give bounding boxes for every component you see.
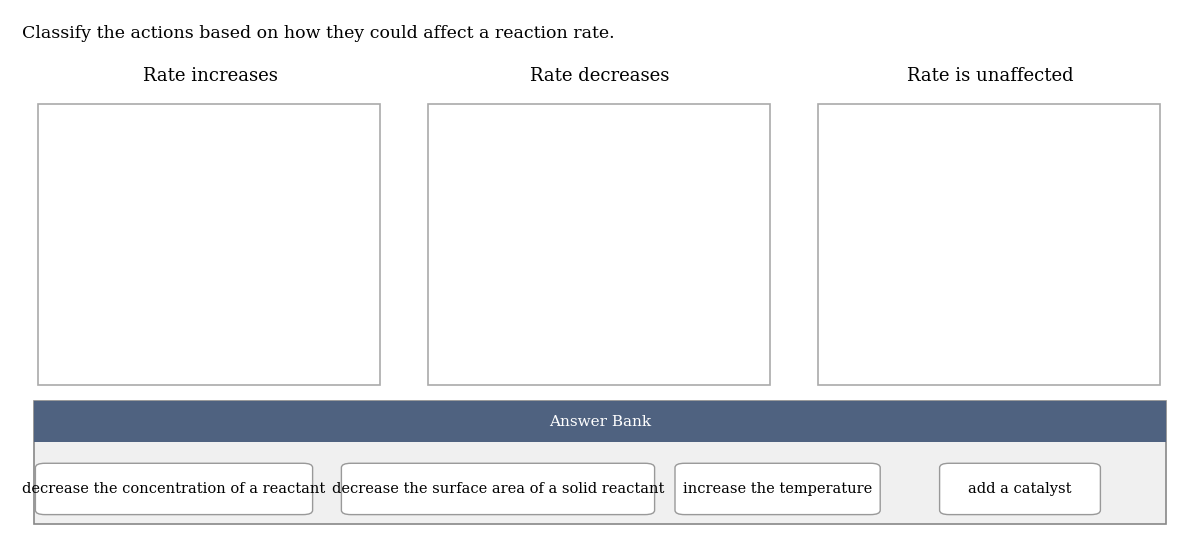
- Text: Answer Bank: Answer Bank: [548, 415, 652, 429]
- FancyBboxPatch shape: [341, 463, 655, 514]
- Text: Classify the actions based on how they could affect a reaction rate.: Classify the actions based on how they c…: [22, 25, 614, 41]
- FancyBboxPatch shape: [940, 463, 1100, 514]
- Text: add a catalyst: add a catalyst: [968, 482, 1072, 496]
- Text: decrease the surface area of a solid reactant: decrease the surface area of a solid rea…: [332, 482, 664, 496]
- Bar: [38, 104, 380, 385]
- Text: Rate is unaffected: Rate is unaffected: [907, 67, 1073, 85]
- Text: increase the temperature: increase the temperature: [683, 482, 872, 496]
- Bar: [34, 401, 1166, 524]
- Bar: [34, 401, 1166, 442]
- FancyBboxPatch shape: [674, 463, 881, 514]
- FancyBboxPatch shape: [35, 463, 312, 514]
- Text: Rate decreases: Rate decreases: [530, 67, 670, 85]
- Bar: [818, 104, 1160, 385]
- Text: decrease the concentration of a reactant: decrease the concentration of a reactant: [23, 482, 325, 496]
- Bar: [428, 104, 770, 385]
- Text: Rate increases: Rate increases: [143, 67, 277, 85]
